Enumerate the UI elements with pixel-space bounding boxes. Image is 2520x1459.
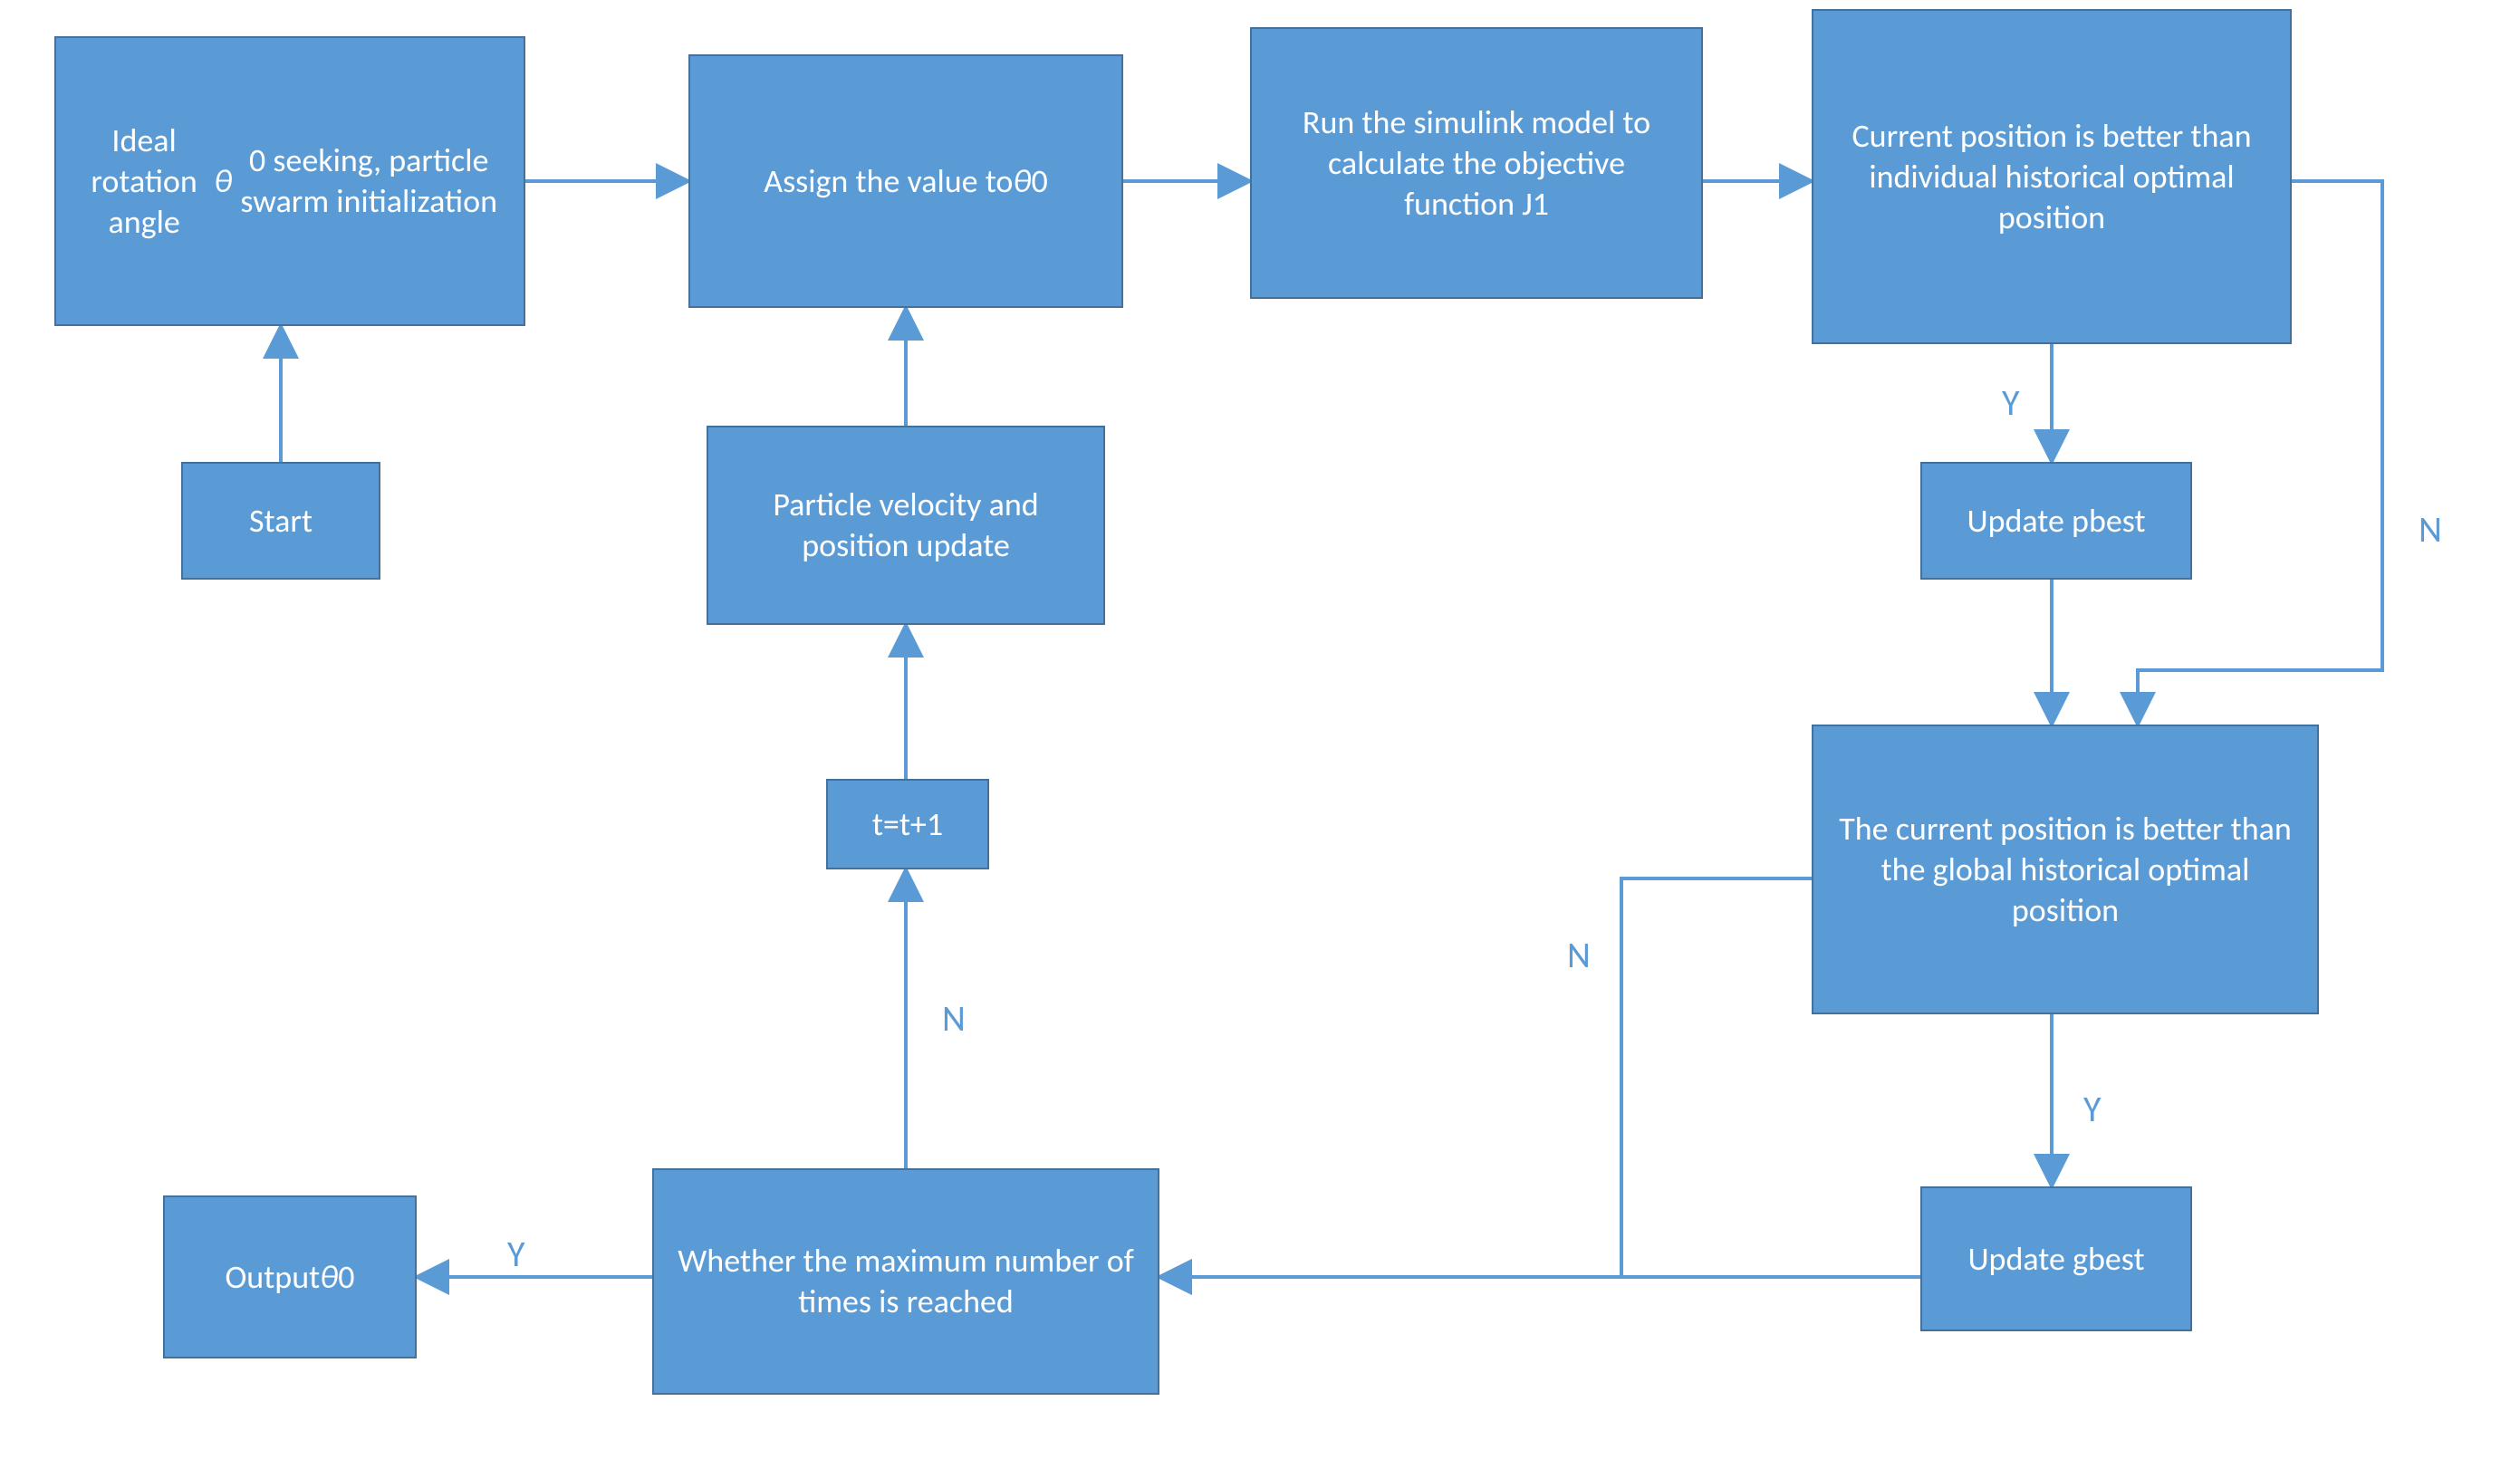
node-cmp_p: Current position is better than individu… bbox=[1812, 9, 2292, 344]
node-run: Run the simulink model to calculate the … bbox=[1250, 27, 1703, 299]
edge-e_cmpg_n bbox=[1159, 878, 1812, 1277]
node-cmp_g: The current position is better than the … bbox=[1812, 725, 2319, 1014]
edge-label-e_cmpp_n: N bbox=[2419, 507, 2442, 552]
node-upd_pbest: Update pbest bbox=[1920, 462, 2192, 580]
node-start: Start bbox=[181, 462, 380, 580]
edge-label-e_cmpg_n: N bbox=[1567, 933, 1591, 977]
node-init: Ideal rotation angle θ 0 seeking, partic… bbox=[54, 36, 525, 326]
edge-label-e_max_y: Y bbox=[507, 1232, 525, 1276]
node-pv_update: Particle velocity and position update bbox=[707, 426, 1105, 625]
node-assign: Assign the value to θ 0 bbox=[688, 54, 1123, 308]
edge-label-e_max_n: N bbox=[942, 996, 966, 1041]
node-max_iter: Whether the maximum number of times is r… bbox=[652, 1168, 1159, 1395]
edge-label-e_cmpg_y: Y bbox=[2083, 1087, 2102, 1131]
node-upd_gbest: Update gbest bbox=[1920, 1186, 2192, 1331]
node-t_inc: t=t+1 bbox=[826, 779, 989, 869]
flowchart-canvas: Y N Y N Y N Start Ideal rotation angle θ 0 seek… bbox=[0, 0, 2520, 1459]
node-output: Output θ 0 bbox=[163, 1195, 417, 1358]
edge-label-e_cmpp_y: Y bbox=[2002, 380, 2020, 425]
